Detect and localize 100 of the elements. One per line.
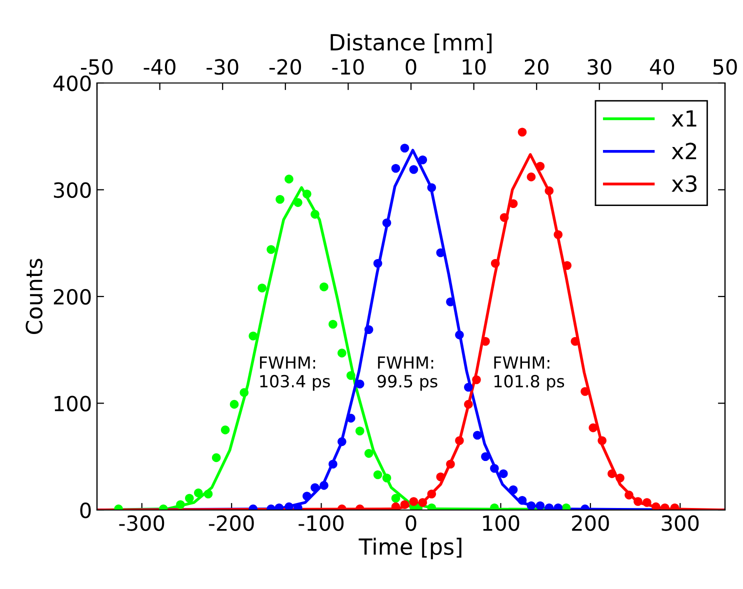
point [455,436,464,446]
point [455,330,464,340]
point [338,348,346,358]
point [436,472,445,482]
point [580,387,590,396]
point [536,162,545,171]
point [302,492,312,501]
point [481,336,490,346]
point [472,375,481,384]
annotation: FWHM: 101.8 ps [494,356,564,391]
point [481,452,490,462]
point [185,494,194,503]
point [220,426,230,434]
point [310,483,320,492]
point [400,144,410,153]
point [616,474,624,482]
x-tick-label: 100 [483,515,520,531]
legend-label: x3 [672,175,697,192]
point [284,174,294,184]
x-tick-label: -100 [298,515,344,531]
y-tick-label: 100 [54,396,91,412]
point [212,453,221,462]
y-tick-label: 400 [53,75,91,92]
point [400,500,410,510]
point [320,282,328,292]
point [427,183,436,192]
point [364,325,374,334]
point [328,320,338,329]
legend-label: x1 [672,110,696,127]
point [464,400,473,409]
point [472,430,482,440]
point [518,496,527,505]
point [346,371,356,380]
point [328,460,338,468]
x-tick-label: 300 [662,515,699,531]
point [276,194,284,204]
point [526,501,536,510]
point [544,186,554,196]
point [608,469,616,478]
point [652,502,660,510]
point [624,490,634,500]
x2-tick-label: -30 [206,59,238,75]
x2-tick-label: 50 [713,59,737,75]
point [508,485,518,494]
point [294,198,302,207]
point [562,261,572,270]
x-tick-label: 0 [406,515,416,531]
point [598,436,606,446]
point [204,490,213,498]
x-tick-label: 200 [572,515,609,531]
point [409,497,418,506]
point [490,464,499,473]
point [391,494,400,503]
legend-label: x2 [672,142,696,160]
point [464,382,473,392]
x2-tick-label: -50 [81,59,113,75]
point [382,474,392,482]
point [240,388,249,397]
x2-tick-label: -20 [269,59,302,75]
point [588,423,598,432]
point [382,218,392,228]
point [570,336,580,346]
point [230,400,239,409]
x-tick-label: -200 [208,515,254,531]
annotation: FWHM: 103.4 ps [260,356,330,391]
point [373,259,382,268]
x2-axis-title: Distance [mm] [330,33,492,54]
point [310,210,320,219]
x2-tick-label: 10 [462,59,486,75]
point [499,469,508,478]
point [364,449,374,458]
y-tick-label: 0 [80,502,91,518]
point [338,437,346,446]
point [176,500,185,510]
x2-tick-label: 30 [588,59,612,75]
point [258,284,266,292]
point [642,498,652,507]
y-tick-label: 200 [54,288,91,305]
point [320,481,328,490]
point [266,245,276,254]
point [355,426,364,436]
point [526,172,536,182]
point [427,490,436,498]
point [418,155,428,164]
x2-tick-label: 20 [524,59,548,75]
x2-tick-label: 0 [406,59,416,75]
point [634,497,642,506]
point [409,165,418,174]
annotation: FWHM: 99.5 ps [378,356,438,391]
point [490,259,500,268]
x2-tick-label: -10 [332,59,364,75]
point [194,488,203,498]
point [391,164,400,173]
point [500,213,509,222]
point [418,498,428,507]
x-tick-label: -300 [119,515,164,531]
point [518,128,527,136]
y-tick-label: 300 [54,182,91,198]
x-axis-title: Time [ps] [358,538,462,560]
point [373,470,382,480]
